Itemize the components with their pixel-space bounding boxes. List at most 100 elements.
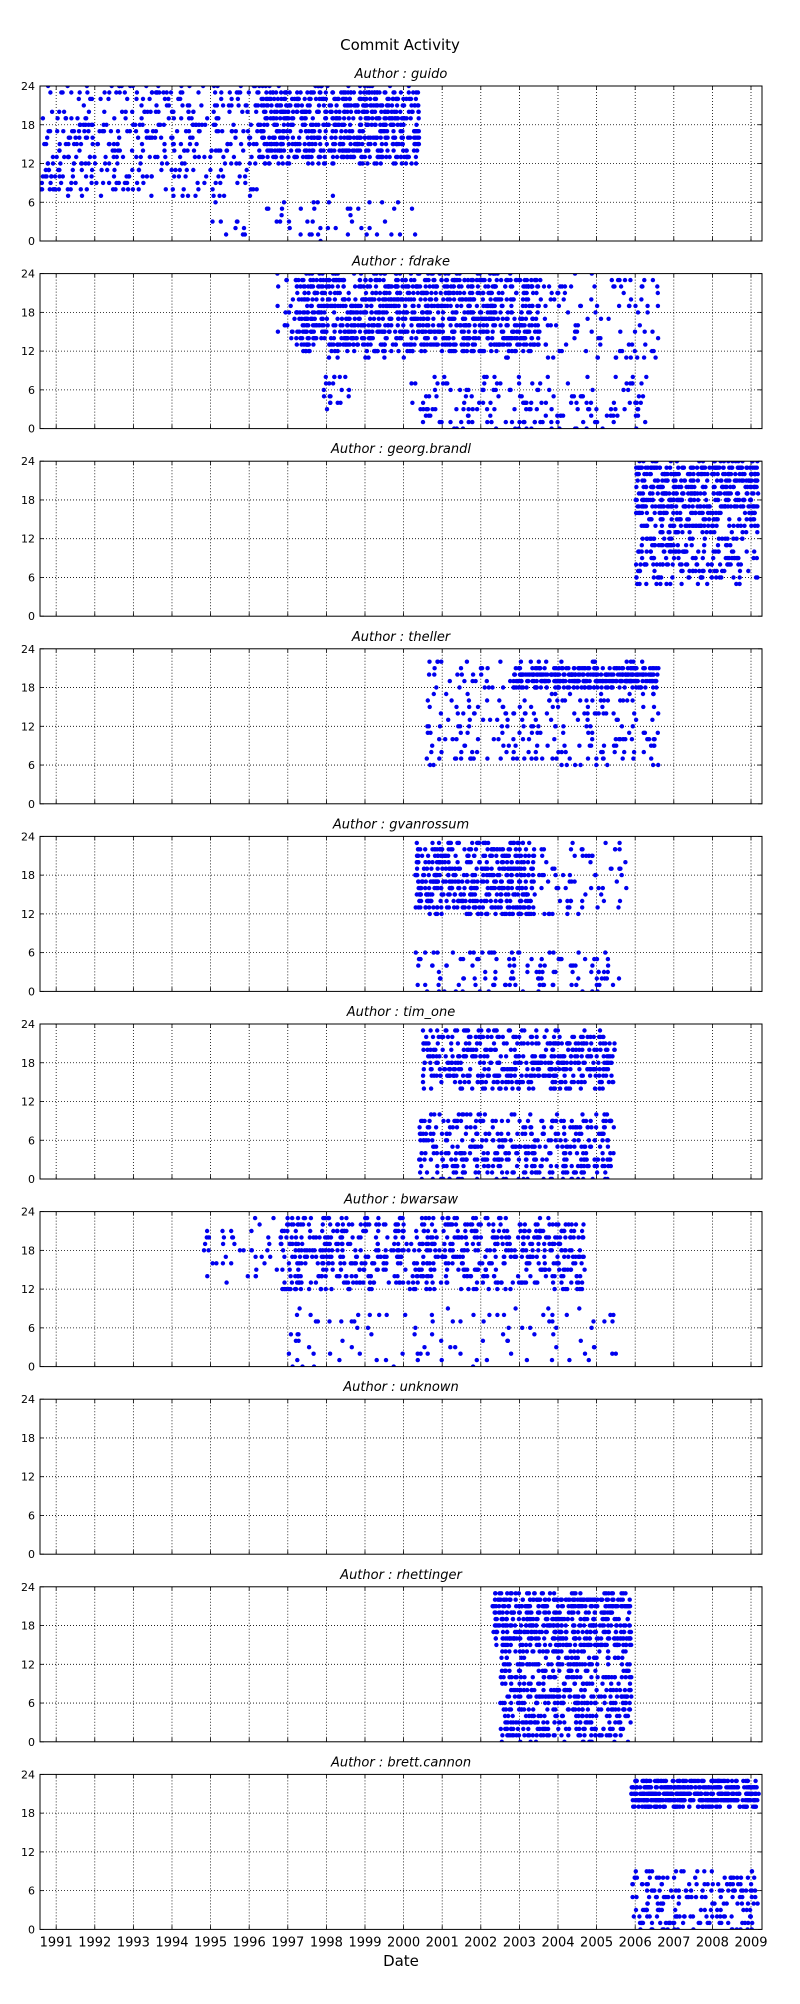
commit-point <box>180 103 184 107</box>
commit-point <box>724 498 728 502</box>
commit-point <box>569 879 573 883</box>
commit-point <box>500 886 504 890</box>
commit-point <box>410 349 414 353</box>
commit-point <box>593 420 597 424</box>
commit-point <box>538 666 542 670</box>
commit-point <box>627 731 631 735</box>
commit-point <box>624 355 628 359</box>
commit-point <box>341 90 345 94</box>
commit-point <box>539 401 543 405</box>
commit-point <box>130 168 134 172</box>
commit-point <box>391 148 395 152</box>
commit-point <box>618 679 622 683</box>
commit-point <box>335 317 339 321</box>
commit-point <box>150 174 154 178</box>
commit-point <box>515 756 519 760</box>
commit-point <box>598 336 602 340</box>
commit-point <box>322 103 326 107</box>
commit-point <box>409 278 413 282</box>
commit-point <box>551 950 555 954</box>
commit-point <box>453 892 457 896</box>
commit-point <box>379 161 383 165</box>
commit-point <box>93 161 97 165</box>
commit-point <box>449 304 453 308</box>
commit-point <box>391 90 395 94</box>
commit-point <box>481 905 485 909</box>
commit-point <box>414 129 418 133</box>
commit-point <box>85 187 89 191</box>
commit-point <box>56 168 60 172</box>
commit-point <box>466 414 470 418</box>
commit-point <box>343 375 347 379</box>
commit-point <box>523 278 527 282</box>
commit-point <box>369 304 373 308</box>
commit-point <box>154 90 158 94</box>
commit-point <box>459 323 463 327</box>
commit-point <box>478 330 482 334</box>
commit-point <box>465 731 469 735</box>
subplot-title: Author : georg.brandl <box>330 442 471 457</box>
commit-point <box>327 355 331 359</box>
commit-point <box>676 556 680 560</box>
commit-point <box>399 136 403 140</box>
commit-point <box>651 692 655 696</box>
commit-point <box>242 226 246 230</box>
commit-point <box>566 381 570 385</box>
commit-point <box>656 491 660 495</box>
commit-point <box>756 491 760 495</box>
commit-point <box>536 724 540 728</box>
commit-point <box>528 342 532 346</box>
commit-point <box>216 129 220 133</box>
commit-point <box>104 123 108 127</box>
commit-point <box>238 174 242 178</box>
commit-point <box>513 744 517 748</box>
commit-point <box>423 336 427 340</box>
commit-point <box>453 873 457 877</box>
commit-point <box>634 485 638 489</box>
commit-point <box>546 679 550 683</box>
commit-point <box>451 336 455 340</box>
commit-point <box>522 698 526 702</box>
commit-point <box>689 485 693 489</box>
commit-point <box>302 323 306 327</box>
commit-point <box>421 330 425 334</box>
commit-point <box>252 142 256 146</box>
commit-point <box>634 562 638 566</box>
commit-point <box>596 355 600 359</box>
commit-point <box>358 317 362 321</box>
commit-point <box>489 886 493 890</box>
commit-point <box>196 90 200 94</box>
commit-point <box>154 129 158 133</box>
commit-point <box>645 310 649 314</box>
commit-point <box>477 317 481 321</box>
commit-point <box>208 168 212 172</box>
commit-point <box>499 278 503 282</box>
commit-point <box>589 970 593 974</box>
commit-point <box>616 278 620 282</box>
commit-point <box>430 744 434 748</box>
commit-point <box>324 375 328 379</box>
commit-point <box>743 485 747 489</box>
commit-point <box>186 110 190 114</box>
commit-point <box>432 847 436 851</box>
commit-point <box>367 226 371 230</box>
commit-point <box>586 407 590 411</box>
commit-point <box>440 867 444 871</box>
commit-point <box>172 116 176 120</box>
commit-point <box>294 278 298 282</box>
commit-point <box>289 336 293 340</box>
commit-point <box>365 304 369 308</box>
commit-point <box>140 142 144 146</box>
commit-point <box>693 491 697 495</box>
commit-point <box>162 142 166 146</box>
commit-point <box>569 983 573 987</box>
commit-point <box>544 660 548 664</box>
commit-point <box>611 685 615 689</box>
commit-point <box>746 569 750 573</box>
commit-point <box>322 388 326 392</box>
commit-point <box>426 854 430 858</box>
commit-point <box>643 342 647 346</box>
commit-point <box>716 498 720 502</box>
commit-point <box>745 549 749 553</box>
commit-point <box>91 142 95 146</box>
